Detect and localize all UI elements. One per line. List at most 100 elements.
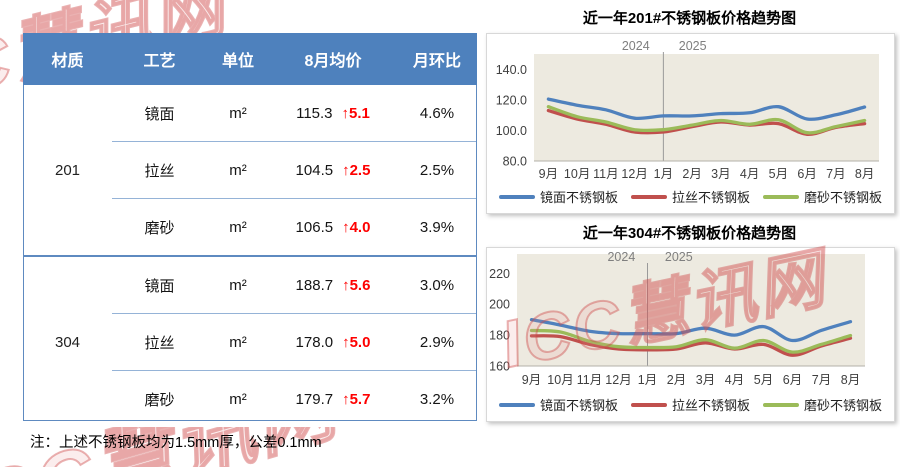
table-row: 磨砂 m² 179.7 ↑5.7 3.2% <box>23 370 477 427</box>
unit-cell: m² <box>207 141 269 199</box>
svg-text:140.0: 140.0 <box>496 63 527 77</box>
process-cell: 镜面 <box>112 255 207 314</box>
chart-title-304: 近一年304#不锈钢板价格趋势图 <box>582 225 797 242</box>
process-cell: 镜面 <box>144 105 175 123</box>
price-cell: 104.5 ↑2.5 <box>269 141 397 199</box>
legend-label: 磨砂不锈钢板 <box>804 398 883 413</box>
series-line-0 <box>529 318 853 343</box>
table-row: 304 镜面 m² 188.7 ↑5.6 3.0% <box>23 255 477 427</box>
price-table: 材质 工艺 单位 8月均价 月环比 201 镜面 m² 115.3 ↑5.1 4… <box>23 33 477 427</box>
legend-item: 拉丝不锈钢板 <box>630 395 750 414</box>
svg-text:1月: 1月 <box>638 373 657 387</box>
price-value: 104.5 <box>295 161 334 179</box>
table-row: 拉丝 m² 178.0 ↑5.0 2.9% <box>23 313 477 371</box>
legend-item: 磨砂不锈钢板 <box>763 395 882 414</box>
unit-cell: m² <box>207 198 269 256</box>
mom-value: 3.2% <box>397 370 477 427</box>
price-trend-chart-201: 80.0 100.0 120.0 140.0 9月 10月 11月 12月 1月 2月 3月 4月 5月… <box>496 39 879 181</box>
svg-text:12月: 12月 <box>605 373 631 387</box>
col-header-unit: 单位 <box>207 33 269 85</box>
legend-item: 镜面不锈钢板 <box>498 395 618 414</box>
svg-text:2025: 2025 <box>665 250 693 264</box>
price-delta: ↑5.7 <box>342 390 371 408</box>
svg-text:4月: 4月 <box>725 373 744 387</box>
svg-text:100.0: 100.0 <box>496 124 527 138</box>
legend-label: 镜面不锈钢板 <box>539 190 618 205</box>
process-cell: 拉丝 <box>112 313 207 371</box>
legend-swatch <box>498 194 535 199</box>
svg-text:3月: 3月 <box>696 373 715 387</box>
svg-text:7月: 7月 <box>812 373 831 387</box>
series-line-0 <box>546 97 867 121</box>
price-delta: ↑4.0 <box>342 218 371 236</box>
material-201: 201 <box>54 161 81 179</box>
svg-text:12月: 12月 <box>621 167 647 181</box>
legend-label: 磨砂不锈钢板 <box>804 190 883 205</box>
chart-legend: 镜面不锈钢板 拉丝不锈钢板 磨砂不锈钢板 <box>487 395 894 414</box>
unit-cell: m² <box>207 370 269 427</box>
col-header-avg-price: 8月均价 <box>269 33 397 85</box>
svg-text:160: 160 <box>489 360 510 374</box>
chart-legend: 镜面不锈钢板 拉丝不锈钢板 磨砂不锈钢板 <box>487 187 894 206</box>
svg-text:180: 180 <box>489 329 510 343</box>
unit-cell: m² <box>207 313 269 371</box>
svg-text:1月: 1月 <box>654 167 673 181</box>
chart-card-304: 160 180 200 220 9月 10月 11月 12月 1月 2月 3月 4月 5月 6月 7月 8月 2… <box>486 247 895 422</box>
svg-text:2024: 2024 <box>622 39 650 53</box>
series-line-2 <box>546 105 867 135</box>
material-304: 304 <box>23 255 112 427</box>
legend-label: 拉丝不锈钢板 <box>671 190 750 205</box>
price-delta: ↑5.6 <box>342 276 371 294</box>
price-trend-chart-304: 160 180 200 220 9月 10月 11月 12月 1月 2月 3月 4月 5月 6月 7月 8月 2… <box>489 250 865 387</box>
price-cell: 106.5 ↑4.0 <box>269 198 397 256</box>
mom-value: 2.9% <box>397 313 477 371</box>
price-value: 188.7 <box>295 276 334 294</box>
mom-value: 4.6% <box>419 104 455 122</box>
legend-swatch <box>630 194 667 199</box>
price-value: 115.3 <box>296 104 333 122</box>
table-row: 拉丝 m² 104.5 ↑2.5 2.5% <box>23 141 477 199</box>
svg-text:220: 220 <box>489 267 510 281</box>
svg-text:4月: 4月 <box>740 167 759 181</box>
svg-text:6月: 6月 <box>797 167 816 181</box>
svg-text:5月: 5月 <box>754 373 773 387</box>
svg-text:9月: 9月 <box>539 167 558 181</box>
legend-item: 镜面不锈钢板 <box>498 187 618 206</box>
price-cell: 115.3 ↑5.1 <box>269 85 397 142</box>
svg-text:2月: 2月 <box>667 373 686 387</box>
price-value: 106.5 <box>295 218 334 236</box>
svg-text:11月: 11月 <box>577 373 602 387</box>
process-cell: 磨砂 <box>112 370 207 427</box>
svg-text:8月: 8月 <box>841 373 860 387</box>
legend-swatch <box>630 402 667 407</box>
legend-swatch <box>763 402 799 407</box>
process-cell: 磨砂 <box>112 198 207 256</box>
svg-text:120.0: 120.0 <box>496 93 527 107</box>
svg-text:7月: 7月 <box>826 167 845 181</box>
table-header-row: 材质 工艺 单位 8月均价 月环比 <box>23 33 477 85</box>
chart-card-201: 80.0 100.0 120.0 140.0 9月 10月 11月 12月 1月 2月 3月 4月 5月… <box>486 33 895 214</box>
legend-item: 拉丝不锈钢板 <box>630 187 750 206</box>
col-header-process: 工艺 <box>112 33 207 85</box>
price-delta: ↑5.1 <box>341 104 370 122</box>
svg-text:2025: 2025 <box>679 39 707 53</box>
legend-swatch <box>763 194 799 199</box>
mom-value: 3.0% <box>397 255 477 314</box>
svg-text:8月: 8月 <box>855 167 874 181</box>
price-cell: 188.7 ↑5.6 <box>269 255 397 314</box>
svg-text:2月: 2月 <box>682 167 701 181</box>
table-row: 201 镜面 m² 115.3 ↑5.1 4.6% <box>23 85 477 179</box>
svg-text:2024: 2024 <box>607 250 635 264</box>
svg-text:80.0: 80.0 <box>503 155 527 169</box>
mom-value: 3.9% <box>397 198 477 256</box>
legend-label: 镜面不锈钢板 <box>539 398 618 413</box>
price-value: 179.7 <box>295 390 334 408</box>
chart-title-201: 近一年201#不锈钢板价格趋势图 <box>582 10 797 27</box>
series-line-2 <box>529 328 853 354</box>
process-cell: 拉丝 <box>112 141 207 199</box>
price-delta: ↑2.5 <box>342 161 371 179</box>
table-row: 磨砂 m² 106.5 ↑4.0 3.9% <box>23 198 477 256</box>
col-header-mom: 月环比 <box>397 33 477 85</box>
price-delta: ↑5.0 <box>342 333 371 351</box>
